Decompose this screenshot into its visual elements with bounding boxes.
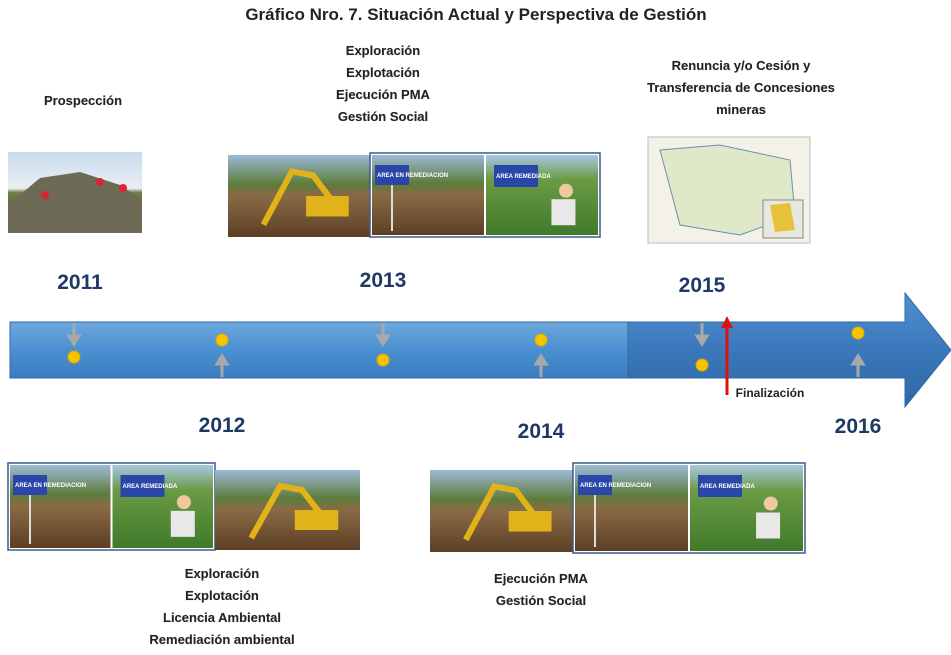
- phase-text: mineras: [716, 102, 766, 117]
- worker-body: [551, 199, 576, 226]
- worker-body: [756, 512, 781, 539]
- phase-text: Ejecución PMA: [336, 87, 431, 102]
- photo-map: [647, 136, 811, 244]
- year-label: 2013: [360, 269, 407, 292]
- worker: [559, 183, 573, 198]
- year-label: 2015: [679, 274, 726, 297]
- photo-signs: AREA EN REMEDIACION AREA REMEDIADA: [7, 462, 216, 551]
- photo-prospeccion: [8, 152, 142, 233]
- year-label: 2011: [57, 271, 103, 294]
- sign: [375, 165, 409, 185]
- milestone-dot: [67, 350, 81, 364]
- end-label: Finalización: [736, 386, 805, 400]
- sign-text: AREA EN REMEDIACION: [580, 483, 651, 489]
- phase-text: Exploración: [346, 43, 420, 58]
- sign: [13, 475, 47, 495]
- phase-text: Prospección: [44, 93, 122, 108]
- excavator-arm: [463, 483, 540, 542]
- title: Gráfico Nro. 7. Situación Actual y Persp…: [245, 5, 706, 24]
- excavator-arm: [260, 168, 337, 227]
- sign: [494, 165, 538, 187]
- sign-text: AREA EN REMEDIACION: [15, 483, 86, 489]
- worker: [763, 496, 778, 511]
- milestone-dot: [695, 358, 709, 372]
- excavator-arm: [248, 482, 327, 540]
- worker-body: [170, 510, 195, 537]
- arrow-body: [9, 321, 629, 379]
- milestone-dot: [851, 326, 865, 340]
- photo-signs: AREA EN REMEDIACION AREA REMEDIADA: [369, 152, 601, 238]
- sign-text: AREA REMEDIADA: [496, 174, 551, 180]
- excavator-cab: [508, 511, 552, 532]
- photo-excavator: [430, 470, 573, 552]
- gray-arrow: [214, 353, 230, 377]
- sign-text: AREA EN REMEDIACION: [377, 173, 448, 179]
- gray-arrow: [66, 323, 82, 347]
- year-label: 2016: [835, 415, 882, 438]
- year-label: 2014: [518, 420, 565, 443]
- phase-text: Renuncia y/o Cesión y: [672, 58, 811, 73]
- phase-text: Explotación: [346, 65, 420, 80]
- phase-text: Licencia Ambiental: [163, 610, 281, 625]
- milestone-dot: [215, 333, 229, 347]
- gray-arrow: [694, 323, 710, 347]
- sign: [578, 475, 612, 495]
- arrow-head: [627, 291, 951, 409]
- gray-arrow: [533, 353, 549, 377]
- phase-text: Exploración: [185, 566, 259, 581]
- phase-text: Gestión Social: [496, 593, 586, 608]
- end-arrow-head: [721, 316, 733, 328]
- phase-text: Remediación ambiental: [149, 632, 294, 647]
- gray-arrow: [375, 323, 391, 347]
- excavator-cab: [306, 196, 349, 217]
- gray-arrow: [850, 353, 866, 377]
- photo-excavator: [215, 470, 360, 550]
- sign-text: AREA REMEDIADA: [123, 484, 178, 490]
- sign: [120, 475, 165, 497]
- year-label: 2012: [199, 414, 246, 437]
- sign-text: AREA REMEDIADA: [700, 484, 755, 490]
- photo-signs: AREA EN REMEDIACION AREA REMEDIADA: [572, 462, 806, 554]
- photo-excavator: [228, 155, 370, 237]
- phase-text: Gestión Social: [338, 109, 428, 124]
- milestone-dot: [534, 333, 548, 347]
- phase-text: Explotación: [185, 588, 259, 603]
- worker: [176, 495, 191, 510]
- phase-text: Ejecución PMA: [494, 571, 589, 586]
- sign: [698, 475, 742, 497]
- phase-text: Transferencia de Concesiones: [647, 80, 835, 95]
- milestone-dot: [376, 353, 390, 367]
- excavator-cab: [294, 510, 339, 530]
